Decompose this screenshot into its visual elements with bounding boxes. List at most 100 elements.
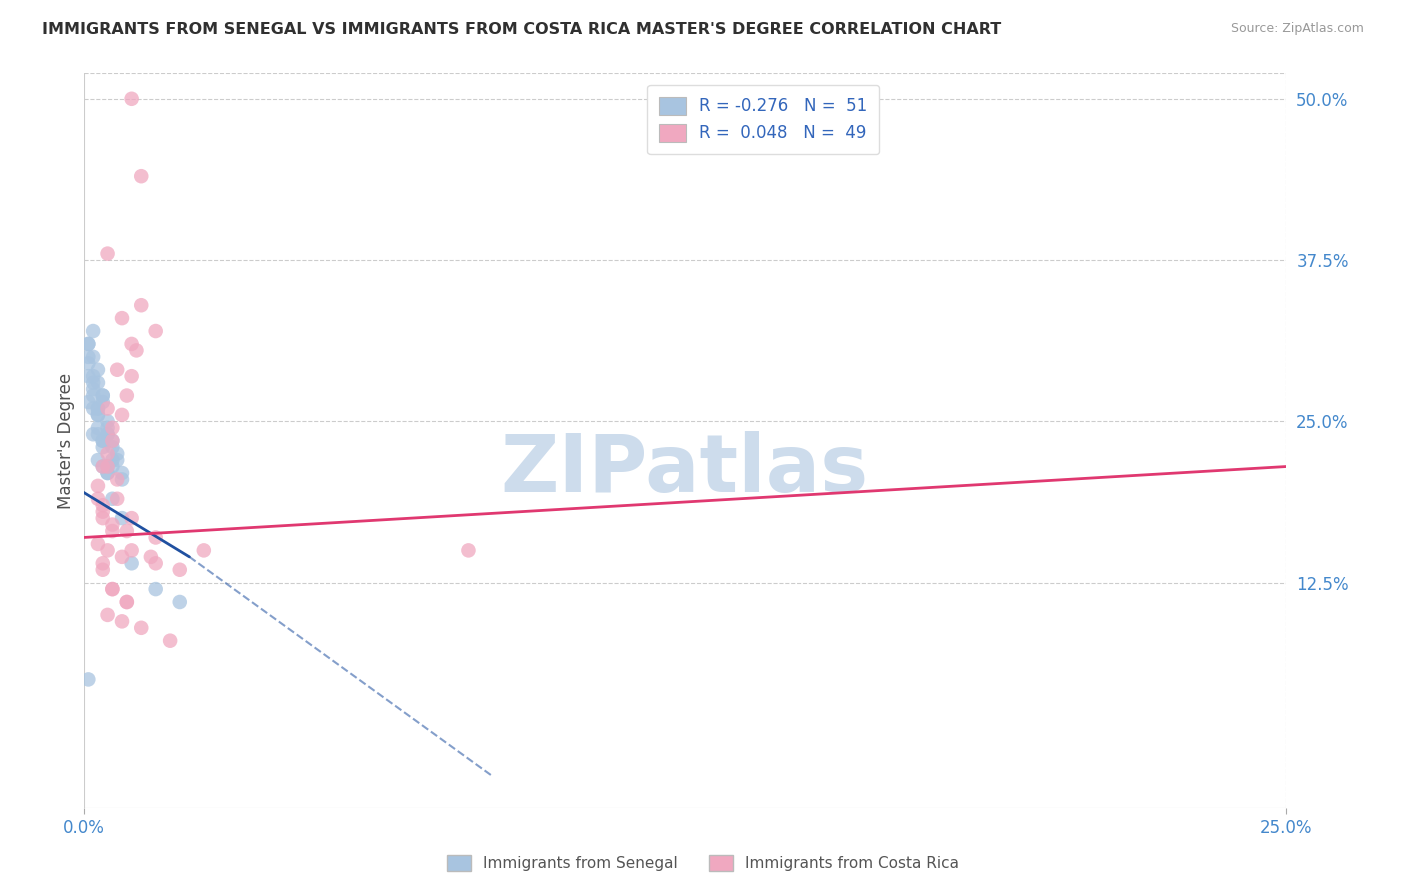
Point [82,376,104,390]
Point [101,421,124,435]
Point [111,615,134,629]
Point [145,582,167,596]
Point [111,549,134,564]
Point [91,388,114,402]
Point [101,517,124,532]
Point [91,505,114,519]
Point [91,563,114,577]
Point [82,369,104,384]
Point [115,595,138,609]
Point [97,607,120,622]
Point [193,543,215,558]
Point [129,621,152,635]
Point [115,524,138,538]
Text: IMMIGRANTS FROM SENEGAL VS IMMIGRANTS FROM COSTA RICA MASTER'S DEGREE CORRELATIO: IMMIGRANTS FROM SENEGAL VS IMMIGRANTS FR… [42,22,1001,37]
Point [129,169,152,184]
Point [82,388,104,402]
Legend: Immigrants from Senegal, Immigrants from Costa Rica: Immigrants from Senegal, Immigrants from… [440,849,966,877]
Point [87,401,110,416]
Point [97,466,120,480]
Text: Source: ZipAtlas.com: Source: ZipAtlas.com [1230,22,1364,36]
Point [101,434,124,448]
Point [82,382,104,396]
Point [77,337,100,351]
Point [101,459,124,474]
Point [91,388,114,402]
Point [87,427,110,442]
Point [457,543,479,558]
Legend: R = -0.276   N =  51, R =  0.048   N =  49: R = -0.276 N = 51, R = 0.048 N = 49 [647,85,879,154]
Point [169,563,191,577]
Text: ZIPatlas: ZIPatlas [501,431,869,509]
Point [101,434,124,448]
Point [159,633,181,648]
Point [121,369,143,384]
Point [97,459,120,474]
Point [97,246,120,260]
Point [82,401,104,416]
Point [97,421,120,435]
Point [82,350,104,364]
Point [77,395,100,409]
Point [121,92,143,106]
Point [97,447,120,461]
Point [82,324,104,338]
Point [111,472,134,486]
Point [97,543,120,558]
Point [101,524,124,538]
Point [77,673,100,687]
Point [105,363,128,377]
Point [87,363,110,377]
Point [101,582,124,596]
Point [97,427,120,442]
Point [121,337,143,351]
Point [77,356,100,370]
Point [111,466,134,480]
Point [77,369,100,384]
Point [111,311,134,326]
Point [77,337,100,351]
Point [91,395,114,409]
Point [91,434,114,448]
Point [105,491,128,506]
Point [105,447,128,461]
Point [87,408,110,422]
Point [129,298,152,312]
Point [111,511,134,525]
Point [97,401,120,416]
Point [121,543,143,558]
Point [87,479,110,493]
Point [91,459,114,474]
Point [121,511,143,525]
Point [87,376,110,390]
Point [111,408,134,422]
Point [91,498,114,512]
Point [97,414,120,428]
Point [91,440,114,454]
Point [82,427,104,442]
Point [97,427,120,442]
Point [125,343,148,358]
Point [87,421,110,435]
Point [115,388,138,402]
Point [87,408,110,422]
Point [91,434,114,448]
Point [169,595,191,609]
Point [145,556,167,570]
Point [91,459,114,474]
Point [105,453,128,467]
Point [101,453,124,467]
Point [91,556,114,570]
Point [91,511,114,525]
Point [139,549,162,564]
Point [87,491,110,506]
Point [105,472,128,486]
Point [121,556,143,570]
Point [87,401,110,416]
Y-axis label: Master's Degree: Master's Degree [58,373,75,508]
Point [77,350,100,364]
Point [87,453,110,467]
Point [97,459,120,474]
Point [115,595,138,609]
Point [87,537,110,551]
